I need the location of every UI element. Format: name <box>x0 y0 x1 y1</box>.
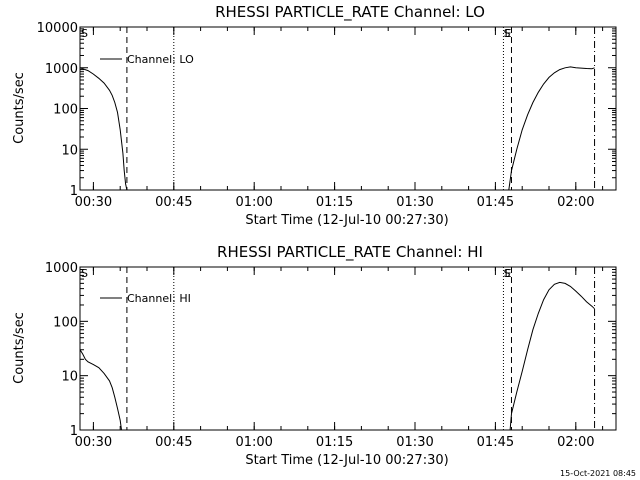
chart-lo-title: RHESSI PARTICLE_RATE Channel: LO <box>215 3 485 22</box>
chart-hi-ytick-label: 1 <box>70 424 78 439</box>
chart-hi-plot: 00:30 00:45 01:00 01:15 01:30 01:45 02:00 1 10 10… <box>45 261 616 450</box>
chart-hi-ytick-label: 1000 <box>45 261 78 276</box>
chart-lo-xtick-label: 00:30 <box>75 195 112 210</box>
chart-hi-legend-label: Channel: HI <box>127 292 191 305</box>
chart-lo-xtick-label: 01:45 <box>477 195 514 210</box>
chart-hi-xtick-label: 01:45 <box>477 435 514 450</box>
chart-hi-series-line <box>79 349 122 431</box>
chart-hi-xlabel: Start Time (12-Jul-10 00:27:30) <box>245 453 448 468</box>
chart-lo-marker-label: E <box>504 27 511 40</box>
chart-lo-legend-label: Channel: LO <box>127 53 194 66</box>
chart-lo-series-line <box>79 67 128 191</box>
chart-lo-xtick-label: 02:00 <box>557 195 594 210</box>
chart-lo-xtick-label: 00:45 <box>155 195 192 210</box>
chart-lo-ylabel: Counts/sec <box>12 72 27 144</box>
chart-lo-frame <box>79 26 617 191</box>
chart-lo-marker-label: S <box>503 27 510 40</box>
chart-lo-ytick-label: 100 <box>53 103 78 118</box>
chart-lo-series-line <box>508 66 595 191</box>
chart-hi-xtick-label: 00:30 <box>75 435 112 450</box>
chart-hi-panel: RHESSI PARTICLE_RATE Channel: HI 00:30 00… <box>12 243 617 468</box>
chart-lo-marker-label: S <box>81 27 88 40</box>
chart-lo-xtick-label: 01:30 <box>396 195 433 210</box>
chart-hi-xtick-label: 01:15 <box>316 435 353 450</box>
chart-lo-plot: 00:30 00:45 01:00 01:15 01:30 01:45 02:00 1 10 10… <box>37 21 616 210</box>
chart-hi-xtick-label: 01:00 <box>235 435 272 450</box>
chart-hi-xtick-label: 02:00 <box>557 435 594 450</box>
chart-hi-series-line <box>509 281 595 431</box>
chart-lo-xlabel: Start Time (12-Jul-10 00:27:30) <box>245 213 448 228</box>
footer-timestamp: 15-Oct-2021 08:45 <box>560 469 636 478</box>
chart-hi-frame <box>79 266 617 431</box>
chart-lo-ytick-label: 1 <box>70 184 78 199</box>
chart-hi-xtick-label: 01:30 <box>396 435 433 450</box>
chart-hi-ytick-label: 100 <box>53 315 78 330</box>
chart-hi-ytick-label: 10 <box>61 370 78 385</box>
chart-lo-ytick-label: 1000 <box>45 62 78 77</box>
chart-hi-marker-label: E <box>504 267 511 280</box>
chart-hi-marker-label: S <box>81 267 88 280</box>
chart-lo-xtick-label: 01:15 <box>316 195 353 210</box>
chart-lo-xtick-label: 01:00 <box>235 195 272 210</box>
chart-lo-panel: RHESSI PARTICLE_RATE Channel: LO 00:30 00… <box>12 3 617 228</box>
chart-hi-ylabel: Counts/sec <box>12 312 27 384</box>
chart-lo-ytick-label: 10000 <box>37 21 78 36</box>
chart-lo-ytick-label: 10 <box>61 143 78 158</box>
chart-hi-title: RHESSI PARTICLE_RATE Channel: HI <box>217 243 483 262</box>
chart-hi-marker-label: S <box>503 267 510 280</box>
chart-hi-xtick-label: 00:45 <box>155 435 192 450</box>
